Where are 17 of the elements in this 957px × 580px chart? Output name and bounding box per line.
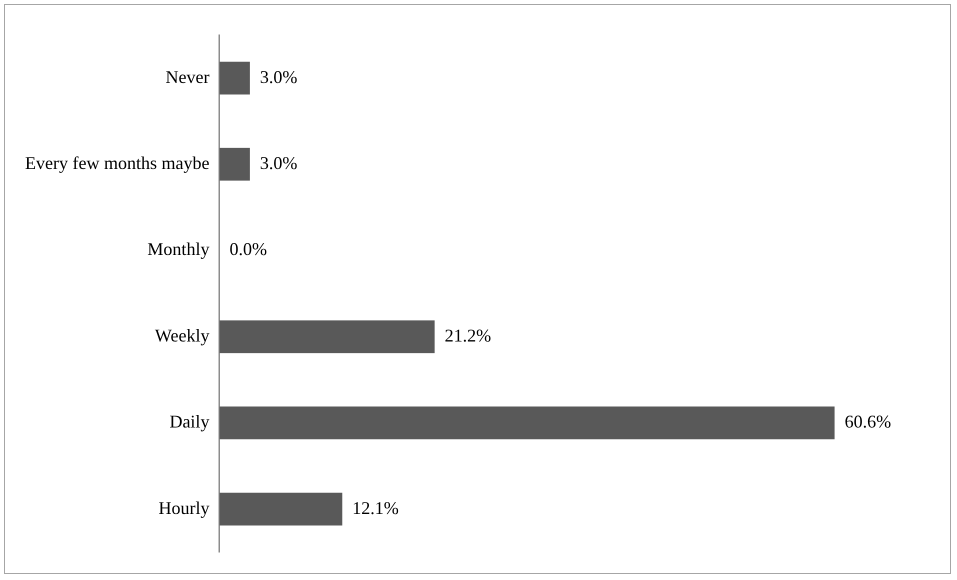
bar [219,62,250,94]
data-label: 0.0% [229,239,267,260]
bar [219,406,835,440]
bar [219,148,250,181]
data-label: 3.0% [260,153,298,174]
data-label: 60.6% [844,412,892,432]
y-tick-label: Weekly [154,325,210,346]
y-tick-label: Daily [169,412,210,432]
data-label: 3.0% [260,66,298,87]
bar [219,492,342,526]
y-tick-label: Never [165,66,210,87]
data-label: 12.1% [352,498,399,518]
y-tick-label: Hourly [158,498,210,518]
y-tick-label: Every few months maybe [24,153,210,174]
y-tick-label: Monthly [147,239,210,260]
data-label: 21.2% [444,325,492,346]
bar [219,320,435,354]
